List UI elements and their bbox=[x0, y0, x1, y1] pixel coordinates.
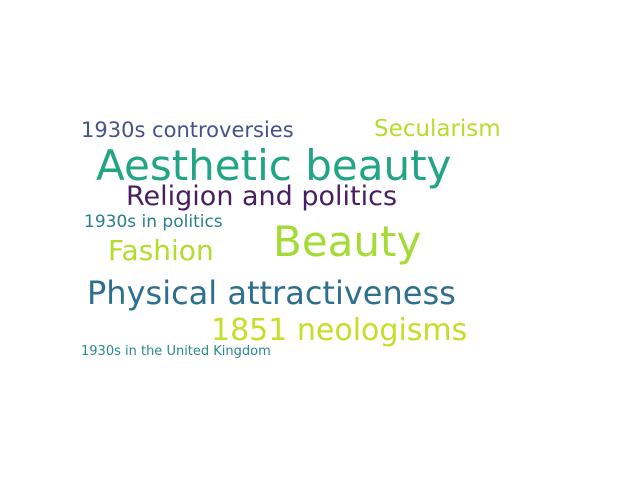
word-fashion: Fashion bbox=[108, 234, 214, 267]
word-secularism: Secularism bbox=[374, 116, 501, 142]
word-religion-and-politics: Religion and politics bbox=[126, 181, 398, 212]
word-1851-neologisms: 1851 neologisms bbox=[211, 313, 468, 348]
word-aesthetic-beauty: Aesthetic beauty bbox=[96, 141, 452, 190]
word-physical-attractiveness: Physical attractiveness bbox=[87, 274, 456, 312]
word-1930s-in-politics: 1930s in politics bbox=[84, 212, 223, 232]
word-1930s-in-the-united-kingdom: 1930s in the United Kingdom bbox=[81, 344, 271, 359]
word-1930s-controversies: 1930s controversies bbox=[81, 118, 294, 142]
word-beauty: Beauty bbox=[273, 217, 422, 266]
